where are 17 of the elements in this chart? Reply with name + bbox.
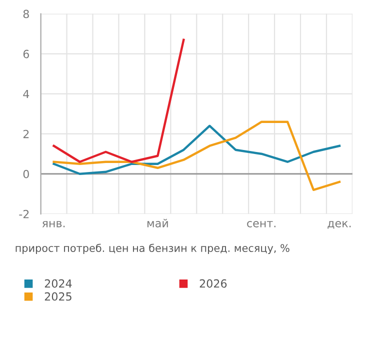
- legend-label: 2025: [44, 292, 72, 301]
- x-axis-title: прирост потреб. цен на бензин к пред. месяцу, %: [16, 244, 290, 254]
- y-tick-label: 4: [23, 90, 30, 98]
- x-tick-label: дек.: [328, 220, 351, 229]
- line-series: [52, 120, 341, 191]
- line-series: [52, 38, 185, 163]
- y-tick-label: 6: [23, 50, 29, 58]
- legend-label: 2026: [200, 279, 227, 288]
- y-tick-label: -2: [19, 210, 29, 218]
- legend-label: 2024: [44, 279, 72, 288]
- x-tick-label: сент.: [247, 220, 276, 228]
- line-series: [52, 124, 341, 175]
- y-tick-label: 2: [23, 130, 29, 138]
- x-tick-label: май: [147, 218, 168, 228]
- y-tick-label: 0: [23, 170, 29, 178]
- y-tick-label: 8: [23, 10, 29, 18]
- x-tick-label: янв.: [42, 221, 65, 228]
